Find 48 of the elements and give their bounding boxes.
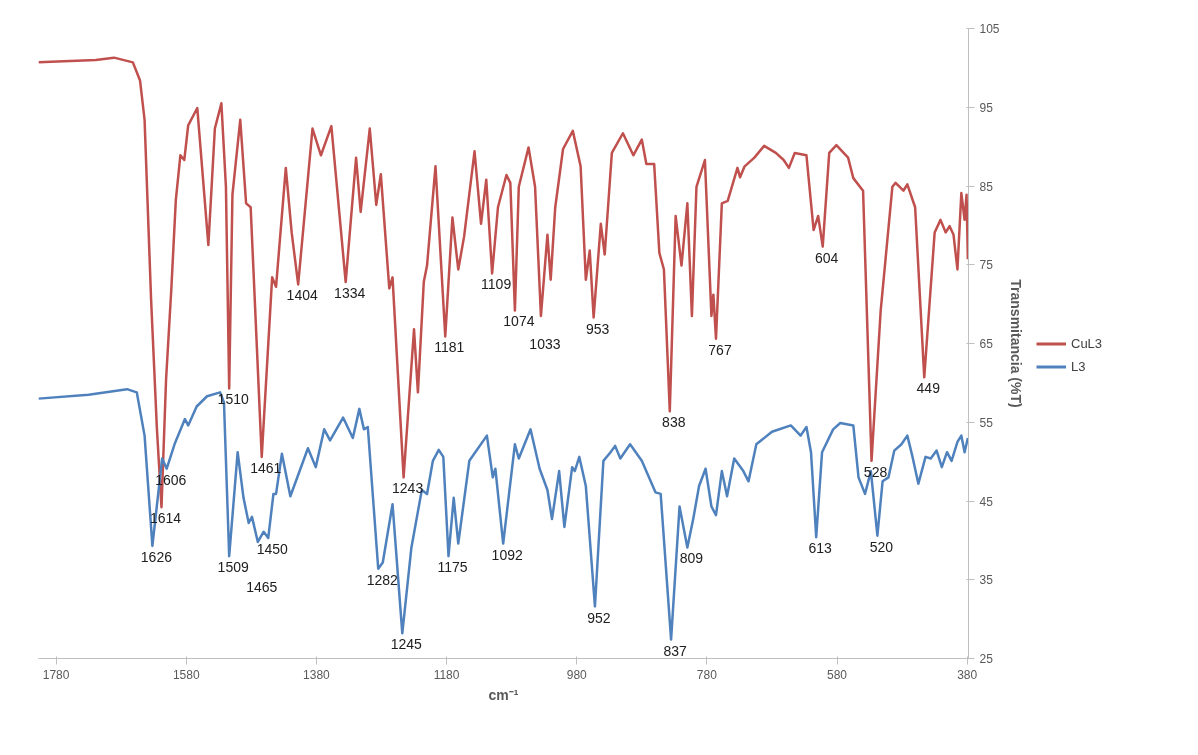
x-tick-label: 1780 [42,667,70,682]
x-tick-label: 980 [566,667,588,682]
x-tick-label: 380 [957,667,978,682]
annotation: 1465 [246,578,278,595]
y-axis-title: Transmitancia (%T) [1007,279,1024,408]
annotation: 449 [916,380,941,397]
annotation: 1243 [392,480,424,497]
x-tick-label: 1380 [303,667,331,682]
annotation: 1282 [366,571,399,588]
y-tick-label: 45 [979,494,994,509]
annotation: 528 [863,463,888,480]
annotation: 809 [679,550,704,567]
annotation: 1074 [503,313,535,330]
y-tick-label: 105 [979,22,1000,36]
annotation: 1334 [334,285,366,302]
annotation: 767 [708,341,732,358]
x-axis-title: cm⁻¹ [488,686,519,703]
line-series [38,56,969,509]
annotation: 1450 [256,541,289,558]
x-tick-label: 1580 [172,667,200,682]
annotation: 952 [587,609,611,626]
annotation: 1033 [529,335,561,352]
annotation: 1509 [217,559,249,576]
y-tick-label: 65 [979,337,994,351]
annotation: 1109 [481,276,512,293]
x-tick-label: 780 [696,667,718,682]
legend-label: L3 [1071,358,1087,374]
y-tick-label: 55 [979,415,994,430]
annotation: 837 [663,642,687,659]
annotation: 1245 [390,636,423,653]
x-tick-label: 1180 [433,667,460,682]
y-tick-label: 85 [979,179,994,194]
x-tick-label: 580 [827,667,848,682]
annotation: 838 [662,414,686,431]
annotation: 604 [815,249,839,266]
legend-label: CuL3 [1071,335,1103,351]
y-tick-label: 35 [979,573,994,588]
annotation: 1092 [491,546,523,563]
annotation: 1626 [140,548,173,565]
y-tick-label: 25 [979,652,994,666]
annotation: 1181 [434,339,465,356]
annotation: 953 [585,320,610,337]
annotation: 613 [808,540,833,557]
annotation: 1175 [437,559,468,576]
annotation: 1404 [286,287,318,304]
y-tick-label: 75 [979,258,994,273]
annotation: 520 [869,538,894,555]
y-tick-label: 95 [979,100,994,115]
